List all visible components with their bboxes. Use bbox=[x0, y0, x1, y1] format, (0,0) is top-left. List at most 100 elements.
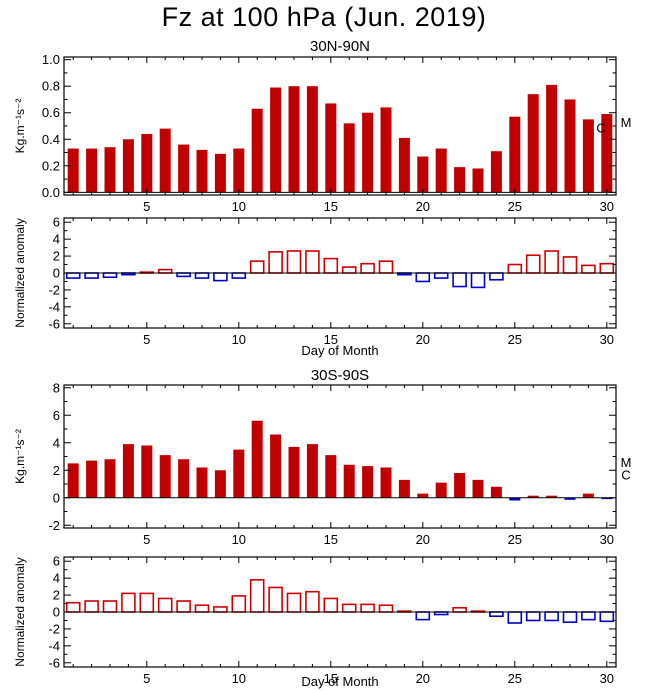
bar bbox=[194, 272, 210, 279]
y-tick-label: -4 bbox=[48, 638, 60, 653]
bar bbox=[67, 148, 79, 193]
bar bbox=[380, 467, 392, 498]
bar bbox=[233, 148, 245, 193]
y-tick-label: 4 bbox=[53, 571, 60, 586]
bar bbox=[251, 108, 263, 193]
bar bbox=[582, 119, 594, 193]
x-tick-label: 5 bbox=[143, 532, 150, 547]
y-tick-label: 4 bbox=[53, 435, 60, 450]
bar bbox=[178, 459, 190, 498]
y-tick-label: 6 bbox=[53, 554, 60, 569]
x-tick-label: 15 bbox=[324, 199, 338, 214]
bar bbox=[472, 168, 484, 193]
x-tick-label: 30 bbox=[600, 332, 614, 347]
y-tick-label: 0.8 bbox=[42, 79, 60, 94]
bar bbox=[84, 272, 99, 279]
bar bbox=[360, 262, 375, 274]
bar bbox=[231, 595, 247, 613]
bar bbox=[601, 497, 613, 500]
main-title: Fz at 100 hPa (Jun. 2019) bbox=[161, 2, 487, 32]
bar bbox=[564, 99, 576, 193]
y-axis-label: Kg.m⁻¹s⁻² bbox=[13, 99, 27, 154]
bar bbox=[305, 250, 320, 274]
chart-panel-1: 30N-90N 5 10 15 20 25 30 0.0 0.2 0.4 0.6 0.8 1.0 Kg.m… bbox=[13, 38, 631, 214]
bar bbox=[507, 263, 523, 274]
y-tick-label: -4 bbox=[48, 299, 60, 314]
bar bbox=[378, 604, 394, 613]
y-tick-label: 2 bbox=[53, 588, 60, 603]
bar bbox=[509, 116, 521, 193]
y-tick-label: 0 bbox=[53, 605, 60, 620]
x-tick-label: 15 bbox=[324, 671, 338, 686]
x-tick-label: 25 bbox=[508, 532, 522, 547]
bar bbox=[249, 260, 265, 274]
bar bbox=[176, 272, 191, 278]
bar bbox=[67, 463, 79, 498]
bar bbox=[251, 420, 263, 498]
y-tick-label: 0.6 bbox=[42, 105, 60, 120]
bar bbox=[157, 268, 173, 274]
bar bbox=[452, 272, 467, 288]
bar bbox=[323, 597, 339, 613]
bar bbox=[525, 254, 541, 274]
bar bbox=[305, 590, 320, 613]
x-tick-label: 15 bbox=[324, 532, 338, 547]
bar bbox=[489, 272, 504, 281]
bar bbox=[65, 601, 81, 613]
marker-m: M bbox=[621, 115, 632, 130]
bar bbox=[194, 604, 210, 613]
bar bbox=[104, 147, 116, 193]
bar bbox=[102, 272, 118, 279]
bar bbox=[196, 149, 208, 193]
marker-c: C bbox=[621, 467, 630, 482]
bar bbox=[472, 479, 484, 498]
bar bbox=[562, 256, 578, 274]
bar bbox=[362, 112, 374, 193]
bar bbox=[249, 579, 265, 613]
chart-panel-4: 5 10 15 20 25 30 -6 -4 -20 2 4 6 Normalized anomaly D… bbox=[13, 554, 617, 689]
bar bbox=[415, 272, 431, 283]
x-tick-label: 25 bbox=[508, 199, 522, 214]
bar bbox=[214, 470, 226, 498]
bar bbox=[288, 446, 300, 498]
x-tick-label: 20 bbox=[416, 199, 430, 214]
bar bbox=[398, 479, 410, 498]
bar bbox=[470, 272, 486, 289]
bar bbox=[341, 603, 357, 613]
x-tick-label: 30 bbox=[600, 199, 614, 214]
bar bbox=[415, 611, 431, 621]
marker-c: C bbox=[596, 120, 605, 135]
bar bbox=[121, 592, 136, 613]
bar bbox=[159, 128, 171, 193]
y-tick-label: 0 bbox=[53, 490, 60, 505]
y-tick-label: -2 bbox=[48, 621, 60, 636]
y-tick-label: 8 bbox=[53, 380, 60, 395]
panel-subtitle: 30S-90S bbox=[311, 367, 369, 384]
y-tick-label: 2 bbox=[53, 249, 60, 264]
bar bbox=[433, 272, 449, 279]
bar bbox=[141, 133, 153, 193]
x-tick-label: 10 bbox=[232, 332, 246, 347]
y-tick-label: 0.0 bbox=[42, 185, 60, 200]
bar bbox=[286, 250, 302, 274]
y-axis-label: Normalized anomaly bbox=[13, 557, 27, 666]
bar bbox=[159, 455, 171, 498]
bar bbox=[122, 139, 134, 193]
bar bbox=[599, 262, 615, 274]
bar bbox=[581, 264, 596, 274]
bar bbox=[527, 495, 539, 498]
bar bbox=[323, 257, 339, 274]
bar bbox=[343, 123, 355, 193]
bar bbox=[490, 151, 502, 193]
bar bbox=[435, 148, 447, 193]
x-tick-label: 25 bbox=[508, 671, 522, 686]
bar bbox=[86, 460, 98, 498]
bar bbox=[527, 94, 539, 193]
x-tick-label: 15 bbox=[324, 332, 338, 347]
y-tick-label: 4 bbox=[53, 232, 60, 247]
bar bbox=[398, 137, 410, 193]
bar bbox=[360, 603, 375, 613]
x-tick-label: 30 bbox=[600, 532, 614, 547]
y-axis-label: Kg.m⁻¹s⁻² bbox=[13, 429, 27, 484]
bar bbox=[544, 250, 559, 274]
